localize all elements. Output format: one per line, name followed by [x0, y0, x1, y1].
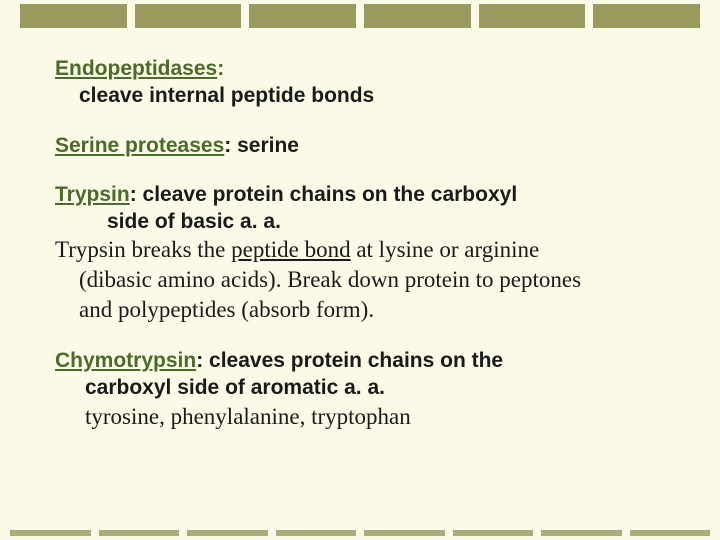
- bottom-border-block: [10, 530, 91, 536]
- section-serine: Serine proteases: serine: [55, 132, 665, 159]
- chymo-line2: carboxyl side of aromatic a. a.: [85, 376, 385, 399]
- top-border: [0, 4, 720, 28]
- top-border-block: [20, 4, 127, 28]
- top-border-block: [593, 4, 700, 28]
- bottom-border-block: [541, 530, 622, 536]
- trypsin-serif-post: at lysine or arginine: [351, 237, 540, 262]
- slide-content: Endopeptidases: cleave internal peptide …: [55, 55, 665, 454]
- serine-after: : serine: [224, 134, 299, 157]
- chymo-after: : cleaves protein chains on the: [196, 349, 503, 372]
- top-border-block: [364, 4, 471, 28]
- heading-trypsin: Trypsin: [55, 183, 130, 206]
- trypsin-peptide-bond: peptide bond: [231, 237, 350, 262]
- heading-chymotrypsin: Chymotrypsin: [55, 349, 196, 372]
- bottom-border-block: [276, 530, 357, 536]
- bottom-border-block: [99, 530, 180, 536]
- trypsin-serif-l2: (dibasic amino acids). Break down protei…: [79, 267, 581, 292]
- trypsin-after: : cleave protein chains on the carboxyl: [130, 183, 517, 206]
- section-endopeptidases: Endopeptidases: cleave internal peptide …: [55, 55, 665, 110]
- heading-endopeptidases: Endopeptidases: [55, 57, 217, 80]
- section-trypsin: Trypsin: cleave protein chains on the ca…: [55, 181, 665, 325]
- bottom-border-block: [630, 530, 711, 536]
- chymo-serif: tyrosine, phenylalanine, tryptophan: [85, 404, 411, 429]
- bottom-border-block: [364, 530, 445, 536]
- colon: :: [217, 57, 224, 80]
- top-border-block: [135, 4, 242, 28]
- heading-serine: Serine proteases: [55, 134, 224, 157]
- trypsin-line2: side of basic a. a.: [107, 210, 281, 233]
- bottom-border-block: [187, 530, 268, 536]
- bottom-border-block: [453, 530, 534, 536]
- bottom-border: [0, 530, 720, 536]
- trypsin-serif-pre: Trypsin breaks the: [55, 237, 231, 262]
- endo-desc: cleave internal peptide bonds: [79, 84, 374, 107]
- top-border-block: [479, 4, 586, 28]
- section-chymotrypsin: Chymotrypsin: cleaves protein chains on …: [55, 347, 665, 431]
- top-border-block: [249, 4, 356, 28]
- trypsin-serif-l3: and polypeptides (absorb form).: [79, 297, 374, 322]
